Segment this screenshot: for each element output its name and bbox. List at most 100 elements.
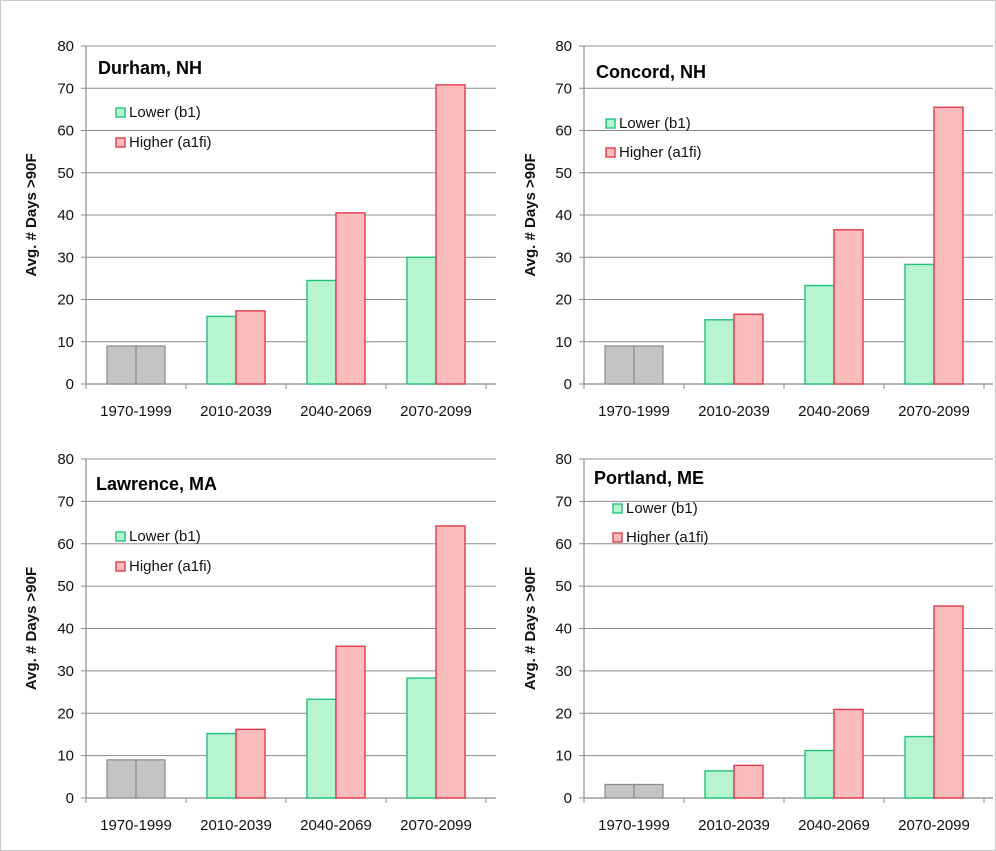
chart-title: Lawrence, MA xyxy=(96,474,217,494)
y-tick-label: 10 xyxy=(57,748,74,765)
baseline-bar xyxy=(633,783,664,799)
x-tick-label: 1970-1999 xyxy=(100,403,172,420)
baseline-bar xyxy=(135,759,166,799)
higher-a1fi-bar xyxy=(733,313,764,385)
lower-b1-bar xyxy=(406,677,437,799)
y-tick-label: 20 xyxy=(57,292,74,309)
higher-a1fi-bar xyxy=(335,212,366,385)
legend-swatch xyxy=(115,531,126,542)
y-tick-label: 0 xyxy=(564,376,572,393)
x-tick-label: 2010-2039 xyxy=(200,403,272,420)
legend-swatch xyxy=(612,532,623,543)
higher-a1fi-bar xyxy=(435,84,466,385)
y-tick-label: 10 xyxy=(57,334,74,351)
lower-b1-bar xyxy=(704,319,735,385)
y-tick-label: 10 xyxy=(555,748,572,765)
x-tick-label: 2010-2039 xyxy=(698,817,770,834)
legend-swatch xyxy=(605,147,616,158)
baseline-bar xyxy=(604,345,635,385)
legend-label: Lower (b1) xyxy=(129,528,201,545)
chart-title: Portland, ME xyxy=(594,468,704,488)
lower-b1-bar xyxy=(306,698,337,799)
x-tick-label: 2040-2069 xyxy=(798,403,870,420)
legend-swatch xyxy=(612,503,623,514)
higher-a1fi-bar xyxy=(435,525,466,799)
y-axis-label: Avg. # Days >90F xyxy=(522,153,539,276)
lower-b1-bar xyxy=(904,735,935,799)
y-tick-label: 20 xyxy=(57,705,74,722)
y-tick-label: 50 xyxy=(555,578,572,595)
y-tick-label: 80 xyxy=(57,38,74,55)
y-tick-label: 30 xyxy=(57,663,74,680)
y-tick-label: 60 xyxy=(555,123,572,140)
y-tick-label: 60 xyxy=(57,536,74,553)
x-tick-label: 1970-1999 xyxy=(100,817,172,834)
x-tick-label: 2040-2069 xyxy=(300,817,372,834)
chart-title: Durham, NH xyxy=(98,58,202,78)
legend-swatch xyxy=(605,118,616,129)
legend-swatch xyxy=(115,137,126,148)
legend-label: Higher (a1fi) xyxy=(129,134,212,151)
higher-a1fi-bar xyxy=(933,106,964,385)
y-tick-label: 40 xyxy=(555,207,572,224)
y-tick-label: 70 xyxy=(57,493,74,510)
lower-b1-bar xyxy=(804,284,835,385)
higher-a1fi-bar xyxy=(833,229,864,385)
legend-swatch xyxy=(115,107,126,118)
legend-label: Lower (b1) xyxy=(619,115,691,132)
y-tick-label: 50 xyxy=(555,165,572,182)
legend-label: Lower (b1) xyxy=(626,500,698,517)
y-tick-label: 30 xyxy=(57,249,74,266)
y-tick-label: 80 xyxy=(555,38,572,55)
baseline-bar xyxy=(135,345,166,385)
y-axis-label: Avg. # Days >90F xyxy=(23,567,40,690)
baseline-bar xyxy=(106,759,137,799)
y-tick-label: 30 xyxy=(555,249,572,266)
higher-a1fi-bar xyxy=(933,605,964,799)
higher-a1fi-bar xyxy=(335,645,366,799)
y-tick-label: 20 xyxy=(555,705,572,722)
baseline-bar xyxy=(106,345,137,385)
lower-b1-bar xyxy=(206,315,237,385)
y-tick-label: 80 xyxy=(555,451,572,468)
lower-b1-bar xyxy=(206,732,237,799)
y-tick-label: 40 xyxy=(57,621,74,638)
y-tick-label: 50 xyxy=(57,165,74,182)
lower-b1-bar xyxy=(904,263,935,385)
legend-label: Higher (a1fi) xyxy=(619,144,702,161)
legend-label: Higher (a1fi) xyxy=(129,558,212,575)
y-tick-label: 40 xyxy=(555,621,572,638)
y-tick-label: 80 xyxy=(57,451,74,468)
y-tick-label: 20 xyxy=(555,292,572,309)
x-tick-label: 2040-2069 xyxy=(798,817,870,834)
higher-a1fi-bar xyxy=(833,708,864,799)
higher-a1fi-bar xyxy=(235,728,266,799)
y-tick-label: 60 xyxy=(57,123,74,140)
x-tick-label: 2070-2099 xyxy=(898,403,970,420)
y-tick-label: 40 xyxy=(57,207,74,224)
y-tick-label: 60 xyxy=(555,536,572,553)
y-tick-label: 70 xyxy=(555,493,572,510)
x-tick-label: 1970-1999 xyxy=(598,817,670,834)
chart-title: Concord, NH xyxy=(596,62,706,82)
lower-b1-bar xyxy=(804,749,835,799)
lower-b1-bar xyxy=(406,256,437,385)
x-tick-label: 2070-2099 xyxy=(400,817,472,834)
baseline-bar xyxy=(604,783,635,799)
legend-label: Lower (b1) xyxy=(129,104,201,121)
y-tick-label: 0 xyxy=(66,790,74,807)
x-tick-label: 2010-2039 xyxy=(698,403,770,420)
y-tick-label: 0 xyxy=(564,790,572,807)
y-axis-label: Avg. # Days >90F xyxy=(522,567,539,690)
y-tick-label: 0 xyxy=(66,376,74,393)
x-tick-label: 2010-2039 xyxy=(200,817,272,834)
x-tick-label: 2070-2099 xyxy=(898,817,970,834)
y-tick-label: 70 xyxy=(555,80,572,97)
higher-a1fi-bar xyxy=(733,764,764,799)
y-axis-label: Avg. # Days >90F xyxy=(23,153,40,276)
baseline-bar xyxy=(633,345,664,385)
x-tick-label: 2040-2069 xyxy=(300,403,372,420)
y-tick-label: 30 xyxy=(555,663,572,680)
legend-swatch xyxy=(115,561,126,572)
